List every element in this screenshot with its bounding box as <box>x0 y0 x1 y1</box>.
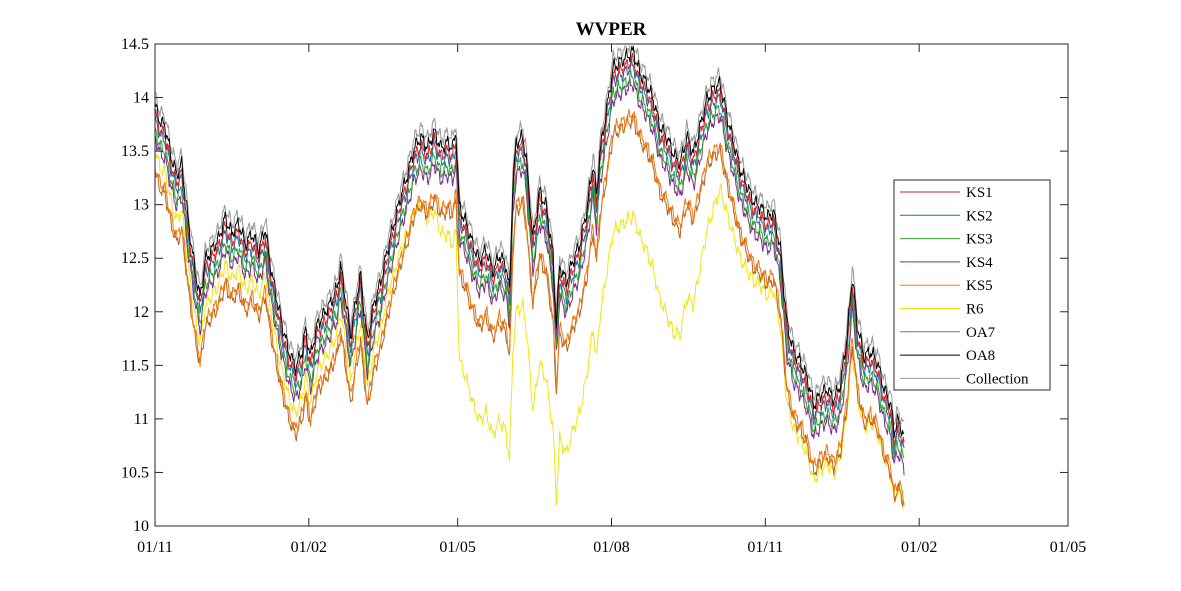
series-line-ks3 <box>154 70 905 459</box>
x-tick-label: 01/02 <box>291 539 327 556</box>
y-tick-label: 10 <box>133 518 149 535</box>
y-tick-label: 11.5 <box>122 357 149 374</box>
y-tick-label: 14 <box>133 90 149 107</box>
legend-label-oa7: OA7 <box>966 325 996 341</box>
legend-label-ks4: KS4 <box>966 255 993 271</box>
legend-label-ks2: KS2 <box>966 208 993 224</box>
legend-label-ks5: KS5 <box>966 278 993 294</box>
x-tick-label: 01/05 <box>439 539 475 556</box>
y-tick-label: 10.5 <box>121 464 149 481</box>
x-tick-label: 01/08 <box>593 539 629 556</box>
x-tick-label: 01/11 <box>747 539 783 556</box>
x-axis: 01/11 01/02 01/05 01/08 01/11 01/02 01/05 <box>137 44 1086 556</box>
y-axis: 10 10.5 11 11.5 12 12.5 13 13.5 14 14.5 <box>121 36 1068 535</box>
series-line-ks2 <box>154 58 905 455</box>
series-layer <box>154 45 905 510</box>
y-tick-label: 14.5 <box>121 36 149 53</box>
legend-label-r6: R6 <box>966 302 984 318</box>
x-tick-label: 01/11 <box>137 539 173 556</box>
chart-title: WVPER <box>576 19 647 40</box>
legend-label-collection: Collection <box>966 371 1029 387</box>
y-tick-label: 13 <box>133 197 149 214</box>
y-tick-label: 12.5 <box>121 250 149 267</box>
x-tick-label: 01/02 <box>901 539 937 556</box>
legend: KS1 KS2 KS3 KS4 KS5 R6 OA7 OA8 Collection <box>893 179 1051 391</box>
series-line-oa8 <box>154 46 905 438</box>
y-tick-label: 11 <box>134 411 149 428</box>
series-line-r6 <box>154 153 905 510</box>
legend-label-ks3: KS3 <box>966 232 993 248</box>
y-tick-label: 12 <box>133 304 149 321</box>
y-tick-label: 13.5 <box>121 143 149 160</box>
x-tick-label: 01/05 <box>1050 539 1086 556</box>
series-line-ks5 <box>154 108 905 506</box>
legend-label-ks1: KS1 <box>966 185 993 201</box>
legend-label-oa8: OA8 <box>966 348 995 364</box>
